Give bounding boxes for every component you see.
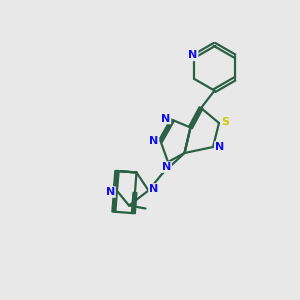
Text: N: N [215,142,224,152]
Text: S: S [221,117,229,127]
Text: N: N [106,187,115,197]
Text: N: N [149,184,158,194]
Text: N: N [161,113,170,124]
Text: N: N [149,136,158,146]
Text: N: N [188,50,198,60]
Text: N: N [162,162,171,172]
